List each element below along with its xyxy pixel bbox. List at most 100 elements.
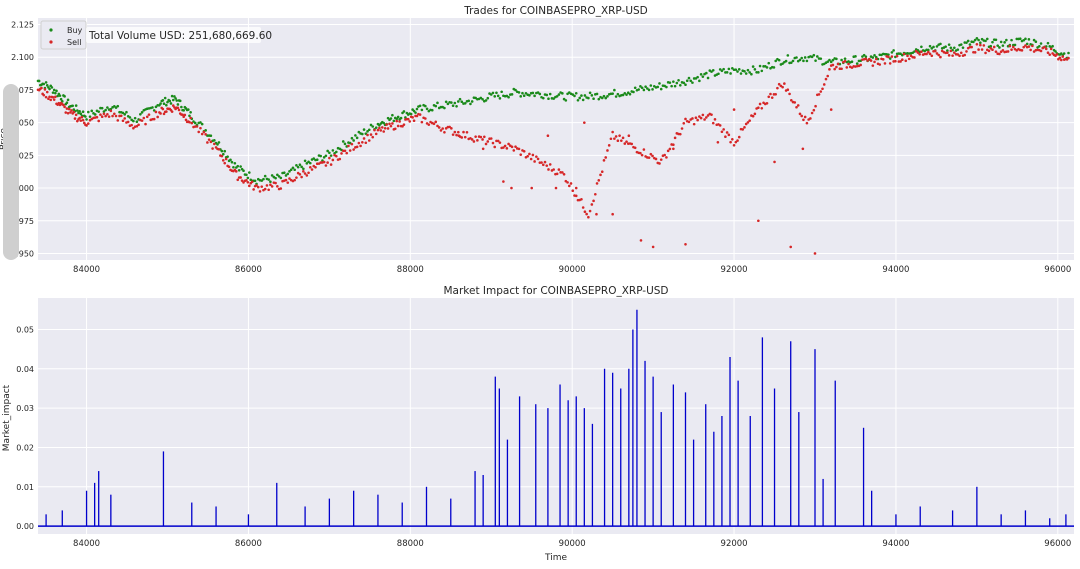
- buy-point: [621, 93, 625, 97]
- sell-point: [411, 116, 414, 119]
- buy-point: [646, 87, 649, 90]
- buy-point: [430, 108, 434, 112]
- buy-point: [920, 45, 923, 49]
- sell-point: [767, 95, 771, 99]
- sell-point: [502, 146, 505, 149]
- sell-point: [585, 212, 588, 216]
- sell-point: [472, 140, 476, 143]
- buy-point: [973, 38, 977, 42]
- buy-point: [284, 174, 288, 177]
- sell-point: [659, 158, 663, 161]
- sell-point: [456, 130, 460, 134]
- sell-point: [663, 153, 666, 157]
- trades-y-tick-label: 1.950: [11, 249, 34, 258]
- sell-point: [1027, 45, 1031, 48]
- buy-point: [588, 91, 592, 95]
- buy-point: [293, 168, 296, 172]
- sell-point: [699, 116, 703, 120]
- buy-point: [789, 61, 793, 64]
- sell-point: [694, 116, 698, 120]
- sell-point: [455, 133, 458, 137]
- buy-point: [470, 100, 474, 103]
- sell-point: [223, 161, 227, 165]
- buy-point: [580, 94, 583, 97]
- impact-y-tick-label: 0.01: [16, 483, 34, 492]
- sell-point: [881, 58, 885, 61]
- trades-y-ticks: 1.950 1.975 2.000 2.025 2.050 2.075 2.100 2.125: [11, 21, 34, 259]
- buy-point: [48, 87, 51, 91]
- impact-x-ticks: 84000 86000 88000 90000 92000 94000 96000: [73, 539, 1071, 549]
- sell-point: [604, 156, 608, 159]
- sell-point: [227, 165, 231, 169]
- sell-point: [152, 117, 156, 121]
- sell-point: [625, 140, 628, 143]
- buy-point: [213, 139, 216, 142]
- sell-point: [833, 67, 836, 71]
- sell-point: [177, 108, 181, 112]
- sell-point: [696, 118, 699, 122]
- trades-x-ticks: 84000 86000 88000 90000 92000 94000 96000: [73, 265, 1071, 275]
- buy-point: [640, 86, 644, 90]
- buy-point: [263, 174, 267, 178]
- sell-point: [760, 106, 764, 110]
- buy-point: [737, 68, 741, 71]
- sell-point: [206, 141, 209, 144]
- buy-point: [276, 173, 279, 177]
- sell-point: [864, 57, 868, 61]
- sell-point: [415, 114, 419, 118]
- sell-point: [412, 119, 416, 122]
- buy-point: [595, 92, 599, 96]
- sell-point: [829, 108, 833, 111]
- sell-point: [81, 118, 85, 122]
- sell-point: [706, 114, 710, 117]
- buy-point: [279, 176, 283, 180]
- buy-point: [121, 111, 125, 115]
- buy-point: [835, 57, 838, 61]
- buy-point: [446, 102, 450, 106]
- buy-point: [928, 44, 932, 48]
- buy-point: [369, 123, 373, 127]
- buy-point: [1003, 41, 1006, 44]
- buy-point: [246, 176, 250, 180]
- sell-point: [284, 178, 288, 182]
- sell-point: [666, 149, 670, 153]
- sell-point: [100, 115, 104, 119]
- buy-point: [63, 95, 66, 98]
- sell-point: [42, 93, 46, 97]
- buy-point: [1059, 52, 1063, 55]
- buy-point: [187, 108, 190, 111]
- buy-point: [300, 165, 303, 169]
- sell-point: [460, 136, 464, 139]
- buy-point: [649, 84, 653, 87]
- buy-point: [451, 104, 455, 108]
- sell-point: [992, 45, 996, 49]
- impact-title: Market Impact for COINBASEPRO_XRP-USD: [443, 285, 668, 297]
- buy-point: [479, 96, 483, 100]
- buy-point: [786, 54, 790, 57]
- buy-point: [315, 158, 319, 162]
- sell-point: [130, 123, 133, 127]
- buy-point: [604, 96, 608, 100]
- sell-point: [267, 188, 270, 192]
- sell-point: [246, 181, 250, 184]
- sell-point: [770, 96, 774, 99]
- buy-point: [581, 98, 585, 102]
- sell-point: [569, 182, 573, 185]
- buy-point: [114, 106, 118, 109]
- impact-y-tick-label: 0.03: [16, 404, 34, 413]
- buy-point: [151, 106, 154, 109]
- buy-point: [706, 76, 710, 80]
- sell-point: [975, 42, 979, 46]
- buy-point: [521, 91, 524, 95]
- buy-point: [392, 119, 396, 123]
- sell-point: [977, 48, 980, 51]
- sell-point: [298, 173, 302, 176]
- scrollbar-handle[interactable]: [3, 84, 19, 260]
- sell-point: [1061, 55, 1065, 58]
- sell-point: [451, 133, 455, 136]
- sell-point: [753, 112, 757, 116]
- sell-point: [348, 149, 352, 152]
- sell-point: [665, 156, 668, 159]
- sell-point: [947, 54, 951, 57]
